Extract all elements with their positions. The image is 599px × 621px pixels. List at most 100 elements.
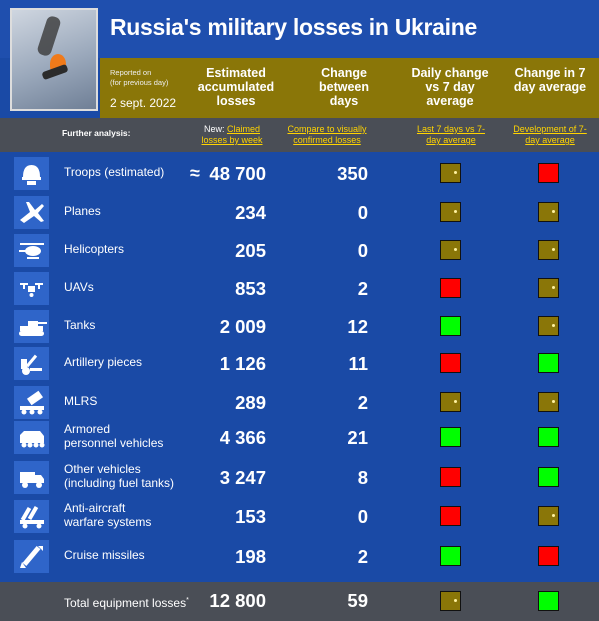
avg-indicator [538, 467, 559, 487]
total-daily-indicator [440, 591, 461, 611]
row-label-text: Artillery pieces [64, 355, 143, 369]
reported-note-text: (for previous day) [110, 78, 169, 87]
development-link-block: Development of 7-day average [512, 124, 588, 146]
table-row: Tanks 2 009 12 [0, 307, 599, 345]
approx-symbol: ≈ [190, 163, 200, 183]
total-value: 12 800 [209, 590, 266, 611]
change-value: 2 [357, 546, 368, 567]
daily-indicator [440, 316, 461, 336]
total-label: Total equipment losses* [64, 594, 189, 610]
daily-indicator [440, 392, 461, 412]
last7-link[interactable]: Last 7 days vs 7-day average [416, 124, 486, 145]
avg-indicator [538, 353, 559, 373]
estimated-value: 205 [235, 240, 266, 261]
table-row: UAVs 853 2 [0, 269, 599, 307]
row-label-text: Troops (estimated) [64, 165, 165, 179]
truck-icon [14, 461, 49, 494]
estimated-value: 48 700 [209, 163, 266, 184]
row-label-text: Cruise missiles [64, 548, 145, 562]
last7-link-block: Last 7 days vs 7-day average [416, 124, 486, 146]
row-label-text: Tanks [64, 318, 96, 332]
total-avg-indicator [538, 591, 559, 611]
change-value: 350 [337, 163, 368, 184]
table-row: Armored personnel vehicles 4 366 21 [0, 418, 599, 456]
daily-indicator [440, 353, 461, 373]
change-value: 12 [347, 316, 368, 337]
daily-indicator [440, 506, 461, 526]
reported-label: Reported on (for previous day) [110, 68, 168, 88]
claimed-losses-link[interactable]: Claimed losses by week [201, 124, 263, 145]
further-analysis-label: Further analysis: [62, 128, 131, 138]
row-label-text: UAVs [64, 280, 94, 294]
table-row: Other vehicles (including fuel tanks) 3 24… [0, 458, 599, 496]
header-band [100, 58, 599, 118]
change-value: 2 [357, 278, 368, 299]
row-label-line: warfare systems [64, 515, 152, 529]
row-label: Troops (estimated) [64, 165, 164, 179]
row-label: UAVs [64, 280, 94, 294]
new-prefix: New: [203, 124, 225, 134]
row-label: Tanks [64, 318, 95, 332]
avg-indicator [538, 427, 559, 447]
avg-indicator [538, 316, 559, 336]
estimated-value: 153 [235, 506, 266, 527]
col-estimated-header: Estimated accumulated losses [197, 66, 275, 108]
further-analysis-band [0, 118, 599, 152]
table-row: Helicopters 205 0 [0, 231, 599, 269]
anti-aircraft-icon [14, 500, 49, 533]
row-label: Planes [64, 204, 101, 218]
row-label: Artillery pieces [64, 355, 142, 369]
estimated-value: 289 [235, 392, 266, 413]
helmet-icon [14, 157, 49, 190]
daily-indicator [440, 240, 461, 260]
avg-indicator [538, 202, 559, 222]
col-change-header: Change between days [318, 66, 369, 108]
row-label: MLRS [64, 394, 97, 408]
table-row: Planes 234 0 [0, 193, 599, 231]
avg-indicator [538, 240, 559, 260]
tank-icon [14, 310, 49, 343]
change-value: 8 [357, 467, 368, 488]
estimated-value: 4 366 [219, 427, 266, 448]
compare-link-block: Compare to visually confirmed losses [282, 124, 372, 146]
change-value: 0 [357, 202, 368, 223]
estimated-value: 2 009 [219, 316, 266, 337]
claimed-link-block: New: Claimed losses by week [192, 124, 272, 146]
change-value: 11 [348, 353, 368, 374]
daily-indicator [440, 278, 461, 298]
estimated-value: 198 [235, 546, 266, 567]
daily-indicator [440, 467, 461, 487]
change-value: 0 [357, 506, 368, 527]
row-label-line: Armored [64, 422, 111, 436]
compare-confirmed-link[interactable]: Compare to visually confirmed losses [287, 124, 367, 145]
smoke-shape [36, 14, 62, 58]
row-label: Helicopters [64, 242, 124, 256]
estimated-value: 234 [235, 202, 266, 223]
total-row: Total equipment losses* 12 800 59 [0, 582, 599, 621]
row-label: Armored personnel vehicles [64, 422, 163, 450]
drone-icon [14, 272, 49, 305]
mlrs-icon [14, 386, 49, 419]
apc-icon [14, 421, 49, 454]
artillery-icon [14, 347, 49, 380]
change-value: 21 [347, 427, 368, 448]
change-value: 0 [357, 240, 368, 261]
estimated-value: 1 126 [219, 353, 266, 374]
avg-indicator [538, 163, 559, 183]
daily-indicator [440, 202, 461, 222]
daily-indicator [440, 163, 461, 183]
reported-on-text: Reported on [110, 68, 152, 77]
burning-jet-photo [10, 8, 98, 111]
change-value: 2 [357, 392, 368, 413]
row-label-line: personnel vehicles [64, 436, 164, 450]
development-link[interactable]: Development of 7-day average [513, 124, 587, 145]
estimated-value: 3 247 [219, 467, 266, 488]
row-label: Other vehicles (including fuel tanks) [64, 462, 174, 490]
row-label-text: MLRS [64, 394, 98, 408]
daily-indicator [440, 546, 461, 566]
page-title: Russia's military losses in Ukraine [110, 14, 477, 40]
table-row: Anti-aircraft warfare systems 153 0 [0, 497, 599, 535]
table-row: Cruise missiles 198 2 [0, 537, 599, 575]
col-change7-header: Change in 7 day average [513, 66, 587, 94]
missile-icon [14, 540, 49, 573]
